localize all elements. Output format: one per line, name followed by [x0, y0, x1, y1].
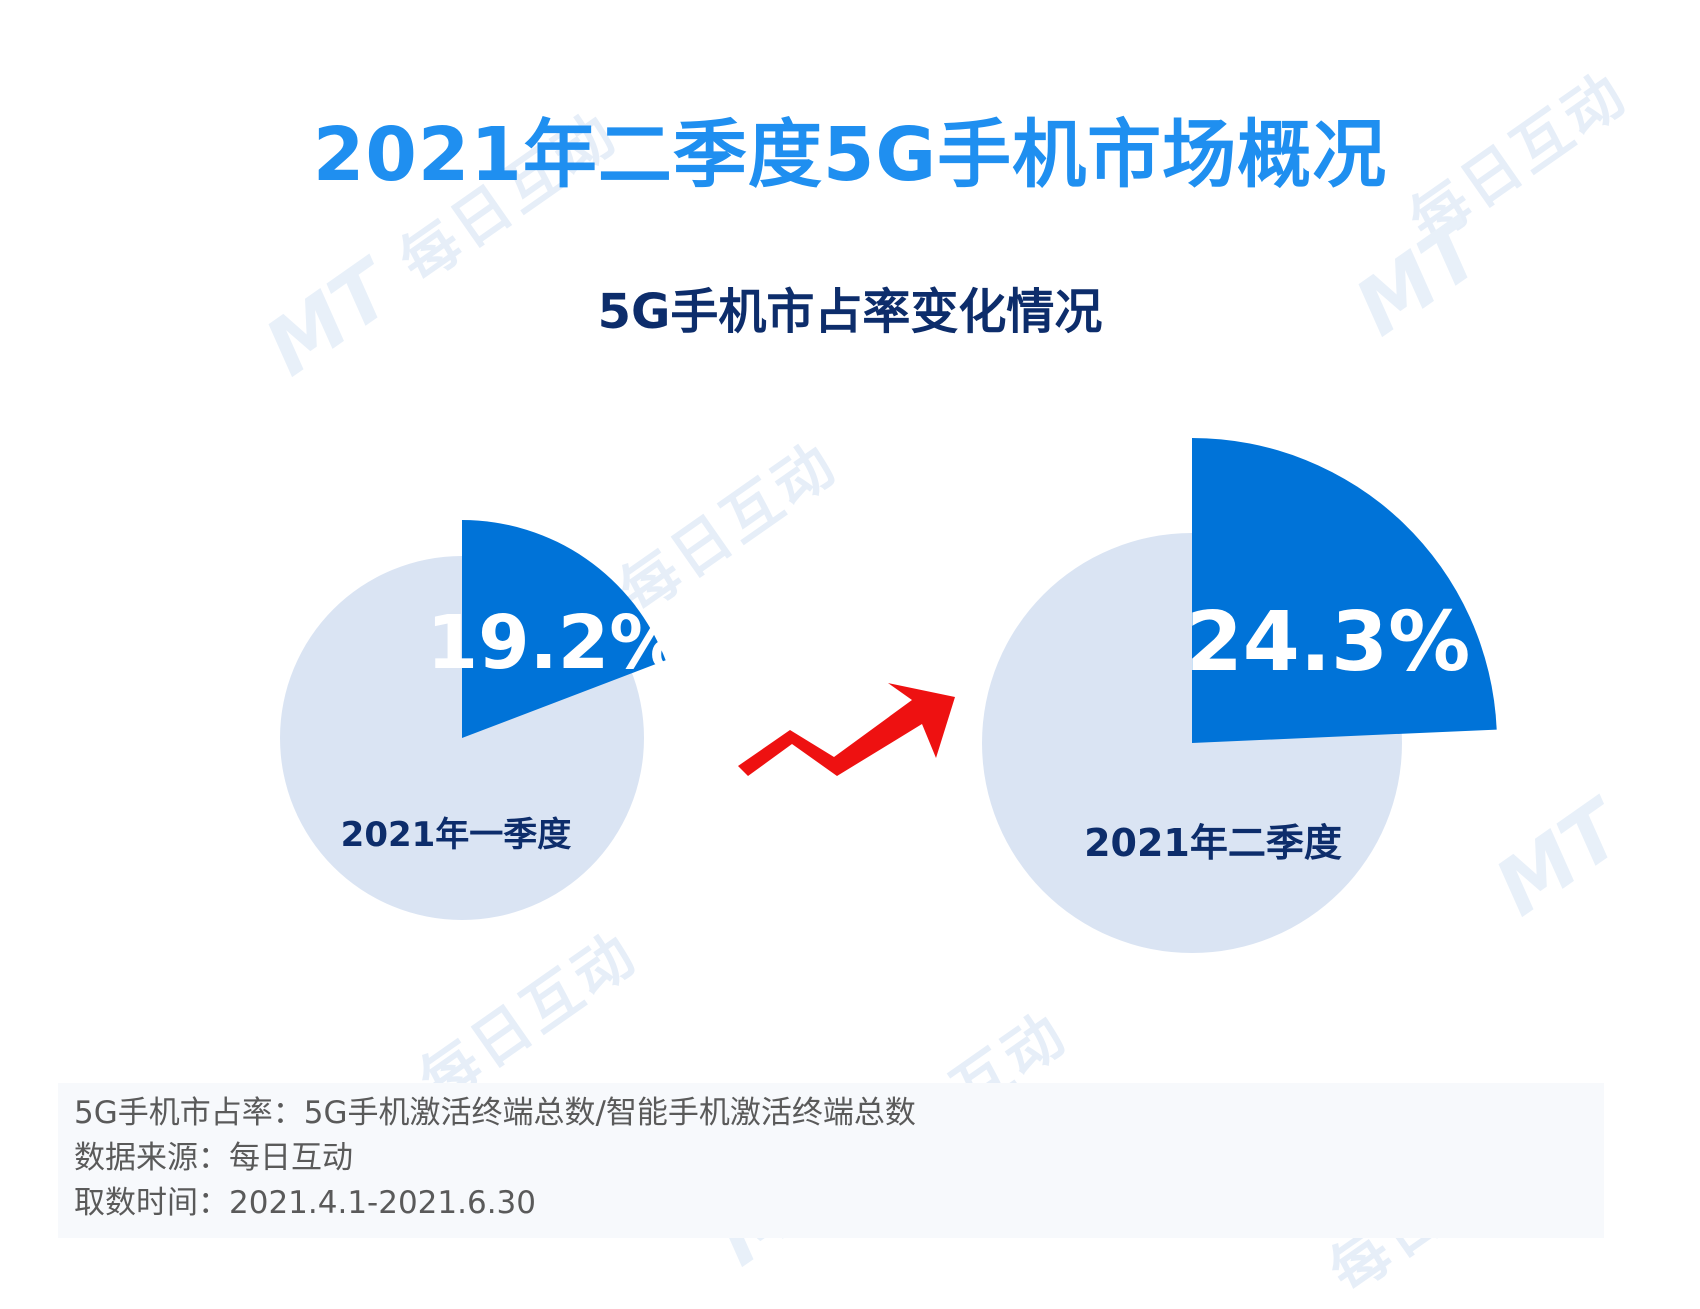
- page-title: 2021年二季度5G手机市场概况: [312, 112, 1388, 198]
- pie-group-1: 19.2% 2021年一季度: [280, 520, 683, 920]
- chart-area: 19.2% 2021年一季度 24.3% 2021年二季度: [280, 438, 1497, 953]
- category-label: 2021年一季度: [341, 815, 572, 855]
- chart-title: 5G手机市占率变化情况: [597, 284, 1103, 340]
- data-label: 24.3%: [1186, 595, 1470, 690]
- data-label: 19.2%: [427, 600, 684, 686]
- pie-slice: [1192, 438, 1497, 743]
- up-trend-arrow-icon: [738, 683, 955, 776]
- footnote-definition: 5G手机市占率：5G手机激活终端总数/智能手机激活终端总数: [74, 1095, 916, 1131]
- pie-slice: [462, 520, 666, 738]
- pie-group-2: 24.3% 2021年二季度: [982, 438, 1497, 953]
- footnote-source: 数据来源：每日互动: [74, 1140, 353, 1176]
- category-label: 2021年二季度: [1084, 821, 1342, 865]
- footnote-period: 取数时间：2021.4.1-2021.6.30: [74, 1185, 537, 1221]
- footnote-panel: 5G手机市占率：5G手机激活终端总数/智能手机激活终端总数 数据来源：每日互动 …: [58, 1083, 1604, 1238]
